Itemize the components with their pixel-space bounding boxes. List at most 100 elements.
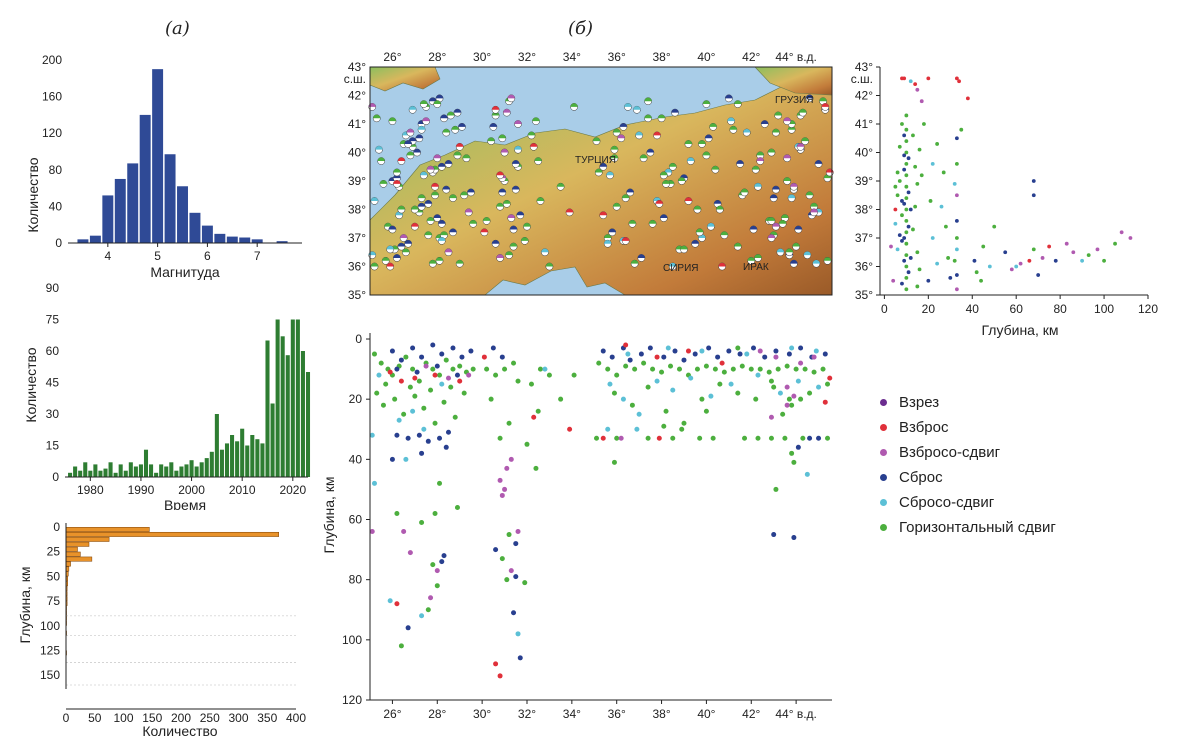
focal-mechanism-fill — [411, 205, 419, 210]
depth-longitude-point — [450, 345, 456, 351]
depth-longitude-point — [490, 345, 496, 351]
depth-longitude-point — [692, 351, 698, 357]
focal-mechanism-fill — [644, 97, 652, 102]
depth-longitude-point — [645, 435, 651, 441]
depth-longitude-point — [371, 480, 377, 486]
depth-latitude-point — [954, 236, 959, 240]
time-bar — [230, 435, 235, 477]
depth-latitude-point — [1036, 273, 1041, 277]
focal-mechanism-fill — [426, 166, 435, 170]
focal-mechanism-fill — [631, 260, 639, 264]
depth-longitude-point — [659, 369, 665, 375]
lat-x-tick-label: 40 — [966, 302, 980, 316]
focal-mechanism-fill — [785, 248, 793, 253]
depth-longitude-point — [661, 354, 667, 360]
focal-mechanism-fill — [438, 237, 446, 241]
lon-x-tick-label: 28° — [428, 707, 446, 721]
focal-mechanism-fill — [426, 217, 435, 221]
focal-mechanism-fill — [404, 140, 412, 144]
map-left-tick-label: 41° — [348, 117, 366, 131]
depth-longitude-point — [412, 393, 418, 399]
depth-longitude-point — [513, 541, 519, 547]
time-bar — [103, 468, 108, 477]
depth-longitude-point — [620, 396, 626, 402]
depth-longitude-point — [401, 411, 407, 417]
focal-mechanism-fill — [375, 146, 383, 150]
depth-longitude-point — [600, 435, 606, 441]
depth-longitude-point — [468, 348, 474, 354]
depth-longitude-point — [376, 372, 382, 378]
depth-longitude-point — [484, 366, 490, 372]
lat-y-tick-label: 36° — [855, 260, 873, 274]
depth-longitude-point — [452, 414, 458, 420]
depth-longitude-point — [699, 396, 705, 402]
depth-longitude-point — [502, 486, 508, 492]
depth-ylabel: Глубина, км — [17, 566, 33, 643]
lat-x-tick-label: 120 — [1138, 302, 1158, 316]
depth-longitude-point — [416, 432, 422, 438]
focal-mechanism-fill — [669, 262, 677, 267]
depth-latitude-point — [1018, 261, 1023, 266]
focal-mechanism-fill — [496, 254, 504, 258]
depth-longitude-point — [387, 369, 393, 375]
depth-longitude-point — [791, 459, 797, 465]
depth-longitude-point — [654, 354, 660, 360]
depth-longitude-point — [522, 580, 528, 586]
depth-longitude-point — [726, 348, 732, 354]
legend-label: Взрез — [899, 394, 940, 411]
depth-latitude-point — [926, 76, 931, 81]
depth-longitude-point — [768, 435, 774, 441]
depth-latitude-point — [939, 204, 944, 209]
time-x-tick-label: 1990 — [128, 483, 155, 497]
focal-mechanisms — [368, 94, 834, 271]
focal-mechanism-fill — [624, 103, 632, 107]
depth-longitude-point — [497, 435, 503, 441]
focal-mechanism-fill — [810, 208, 818, 213]
depth-longitude-point — [432, 510, 438, 516]
depth-longitude-point — [798, 396, 804, 402]
focal-mechanism-fill — [684, 140, 693, 144]
legend-marker — [880, 524, 887, 531]
depth-longitude-point — [638, 351, 644, 357]
depth-longitude-point — [730, 366, 736, 372]
focal-mechanism-fill — [523, 223, 531, 227]
focal-mechanism-fill — [691, 240, 699, 244]
focal-mechanism-fill — [693, 205, 702, 210]
magnitude-bar — [139, 114, 151, 244]
focal-mechanism-fill — [696, 228, 704, 233]
focal-mechanism-fill — [449, 194, 457, 199]
focal-mechanism-fill — [622, 237, 630, 241]
depth-longitude-point — [493, 661, 499, 667]
depth-longitude-point — [665, 345, 671, 351]
time-y-tick-label: 45 — [46, 376, 60, 390]
depth-longitude-point — [439, 381, 445, 387]
focal-mechanism-fill — [406, 151, 414, 156]
focal-mechanism-fill — [393, 168, 401, 173]
depth-longitude-point — [434, 568, 440, 574]
depth-longitude-point — [567, 426, 573, 432]
depth-latitude-point — [935, 261, 940, 266]
depth-longitude-point — [789, 402, 795, 408]
depth-longitude-point — [542, 366, 548, 372]
focal-mechanism-fill — [498, 134, 506, 139]
depth-y-tick-label: 75 — [47, 594, 61, 608]
focal-mechanism-fill — [429, 97, 437, 102]
depth-longitude-point — [742, 435, 748, 441]
lat-y-tick-label: 37° — [855, 231, 873, 245]
depth-longitude-point — [493, 372, 499, 378]
depth-longitude-point — [528, 381, 534, 387]
depth-longitude-point — [412, 375, 418, 381]
depth-latitude-point — [891, 278, 896, 283]
focal-mechanism-fill — [456, 143, 464, 147]
focal-mechanism-fill — [725, 94, 733, 99]
depth-latitude-point — [904, 207, 909, 212]
depth-bar — [65, 556, 93, 562]
focal-mechanism-fill — [424, 200, 432, 204]
depth-latitude-point — [954, 287, 959, 292]
depth-y-tick-label: 50 — [47, 569, 61, 583]
depth-longitude-point — [681, 357, 687, 363]
lon-x-tick-label: 42° — [742, 707, 760, 721]
legend-label: Сбросо-сдвиг — [899, 494, 995, 511]
legend-item: Горизонтальный сдвиг — [880, 515, 1180, 540]
depth-latitude-point — [954, 193, 959, 198]
